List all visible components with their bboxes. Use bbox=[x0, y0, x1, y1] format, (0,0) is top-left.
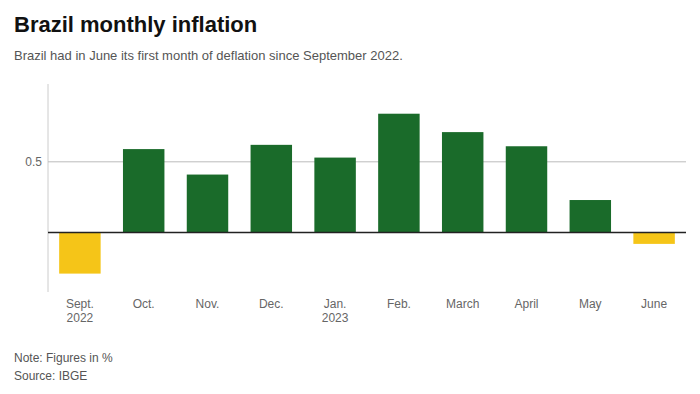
x-tick-label: Dec. bbox=[259, 297, 284, 311]
text-line: March bbox=[446, 297, 479, 311]
text-line: Jan. bbox=[324, 297, 347, 311]
x-tick-label: Sept.2022 bbox=[66, 297, 94, 325]
bar bbox=[570, 200, 611, 233]
text-line: Note: Figures in % bbox=[14, 351, 113, 365]
bar bbox=[59, 233, 100, 274]
y-axis-line bbox=[48, 84, 49, 292]
x-tick-label: Feb. bbox=[387, 297, 411, 311]
text-line: May bbox=[579, 297, 602, 311]
x-tick-label: March bbox=[446, 297, 479, 311]
note: Note: Figures in % Source: IBGE bbox=[14, 351, 113, 383]
y-tick-label: 0.5 bbox=[25, 155, 42, 169]
bar bbox=[123, 149, 164, 232]
text-line: April bbox=[514, 297, 538, 311]
bars bbox=[59, 114, 675, 274]
text-line: June bbox=[641, 297, 667, 311]
bar bbox=[633, 233, 674, 244]
bar bbox=[378, 114, 419, 233]
zero-line bbox=[48, 232, 686, 234]
text-line: Oct. bbox=[133, 297, 155, 311]
bar bbox=[187, 175, 228, 233]
text-line: Source: IBGE bbox=[14, 369, 87, 383]
text-line: Sept. bbox=[66, 297, 94, 311]
x-tick-label: Oct. bbox=[133, 297, 155, 311]
x-tick-label: May bbox=[579, 297, 602, 311]
text-line: Feb. bbox=[387, 297, 411, 311]
bar bbox=[506, 146, 547, 232]
bar bbox=[442, 132, 483, 232]
chart-svg: Brazil monthly inflation Brazil had in Ju… bbox=[0, 0, 700, 394]
text-line: Nov. bbox=[196, 297, 220, 311]
x-tick-label: Jan.2023 bbox=[322, 297, 349, 325]
bar bbox=[251, 145, 292, 233]
text-line: 2023 bbox=[322, 311, 349, 325]
subtitle: Brazil had in June its first month of de… bbox=[14, 48, 403, 63]
text-line: Dec. bbox=[259, 297, 284, 311]
text-line: 2022 bbox=[67, 311, 94, 325]
x-tick-label: June bbox=[641, 297, 667, 311]
title: Brazil monthly inflation bbox=[14, 12, 257, 37]
x-tick-label: Nov. bbox=[196, 297, 220, 311]
bar bbox=[314, 158, 355, 233]
x-tick-label: April bbox=[514, 297, 538, 311]
chart-container: Brazil monthly inflation Brazil had in Ju… bbox=[0, 0, 700, 394]
